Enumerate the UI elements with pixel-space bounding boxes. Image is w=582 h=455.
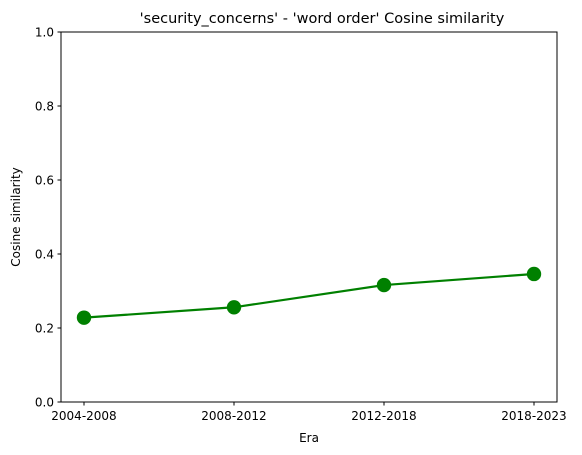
y-tick-label: 0.2 [35, 321, 54, 335]
x-axis-label: Era [299, 431, 319, 445]
x-axis: 2004-2008 2008-2012 2012-2018 2018-2023 [51, 402, 566, 423]
data-point-2004-2008 [77, 310, 91, 324]
y-tick-label: 0.8 [35, 99, 54, 113]
y-tick-label: 0.0 [35, 395, 54, 409]
x-tick-label: 2018-2023 [501, 409, 566, 423]
data-point-2008-2012 [227, 300, 241, 314]
series-layer [77, 267, 541, 325]
y-tick-label: 1.0 [35, 25, 54, 39]
data-point-2018-2023 [527, 267, 541, 281]
x-tick-label: 2012-2018 [351, 409, 416, 423]
chart-title: 'security_concerns' - 'word order' Cosin… [140, 11, 505, 27]
data-point-2012-2018 [377, 278, 391, 292]
y-axis: 0.0 0.2 0.4 0.6 0.8 1.0 [35, 25, 61, 409]
plot-area-frame [61, 32, 557, 402]
x-tick-label: 2004-2008 [51, 409, 116, 423]
x-tick-label: 2008-2012 [201, 409, 266, 423]
y-axis-label: Cosine similarity [9, 167, 23, 266]
series-line [84, 274, 534, 318]
y-tick-label: 0.4 [35, 247, 54, 261]
y-tick-label: 0.6 [35, 173, 54, 187]
